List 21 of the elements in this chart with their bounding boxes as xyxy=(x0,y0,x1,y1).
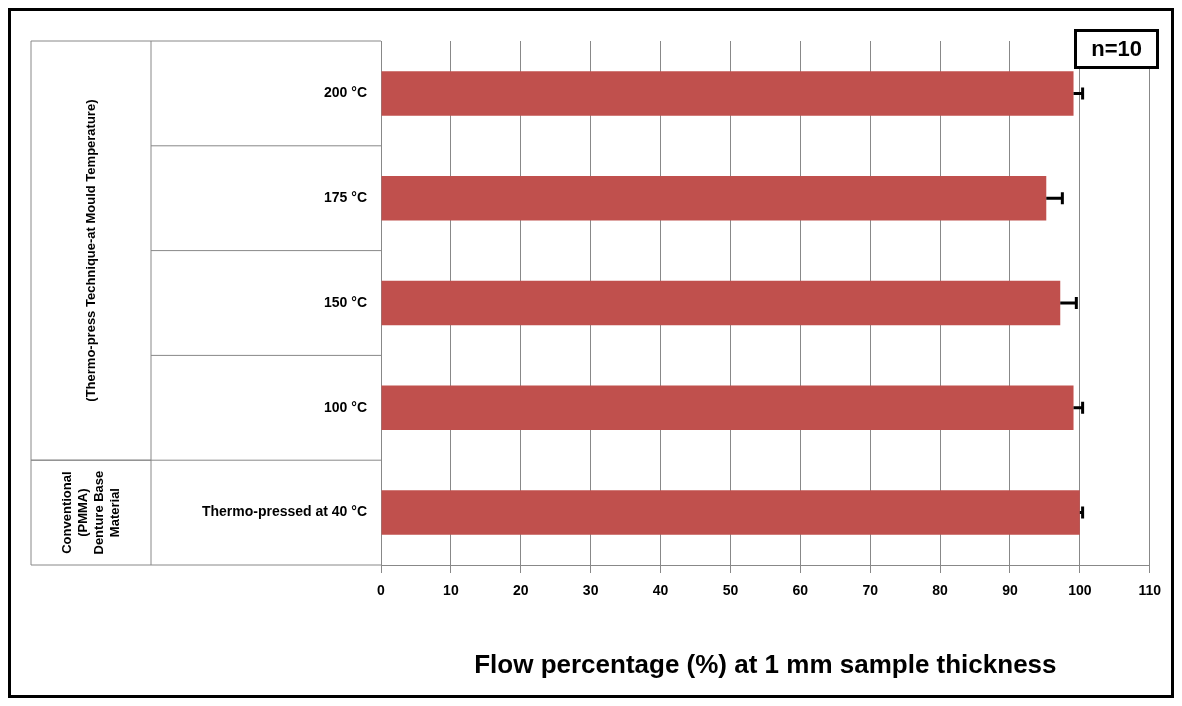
x-tick-label: 60 xyxy=(792,582,809,599)
annotation: n=10 xyxy=(1074,29,1159,69)
text: Conventional (PMMA) Denture Base Material xyxy=(58,470,122,555)
y-tick-label: 150 °C xyxy=(324,293,367,310)
x-tick-label: 50 xyxy=(722,582,739,599)
x-tick-label: 80 xyxy=(932,582,949,599)
x-tick-label: 110 xyxy=(1138,582,1162,599)
y-tick-label: 100 °C xyxy=(324,398,367,415)
x-tick-label: 10 xyxy=(443,582,459,599)
x-tick-label: 30 xyxy=(582,582,599,599)
y-tick-label: 175 °C xyxy=(324,189,367,206)
y-tick-label: Thermo-pressed at 40 °C xyxy=(201,503,367,520)
x-tick-label: 20 xyxy=(512,582,529,599)
text: (Thermo-press Technique-at Mould Temperature) xyxy=(82,99,98,402)
x-axis-title: Flow percentage (%) at 1 mm sample thickness xyxy=(474,648,1057,679)
x-tick-label: 90 xyxy=(1002,582,1018,599)
x-tick-label: 100 xyxy=(1068,582,1092,599)
x-tick-label: 70 xyxy=(862,582,879,599)
x-tick-label: 0 xyxy=(377,582,386,599)
y-tick-label: 200 °C xyxy=(324,84,367,101)
x-tick-label: 40 xyxy=(652,582,669,599)
